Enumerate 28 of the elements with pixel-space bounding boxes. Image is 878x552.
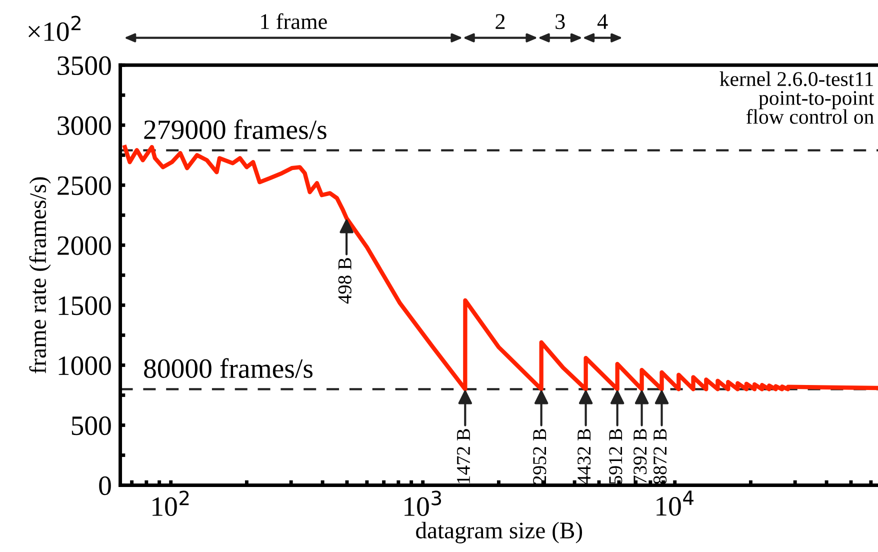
- annotation: 498 B: [338, 258, 352, 304]
- y-tick-label: 1500: [58, 296, 111, 316]
- y-tick-label: 2500: [58, 176, 111, 196]
- x-tick-label: 10$^{4}$: [656, 490, 694, 516]
- y-tick-label: 3000: [58, 116, 111, 136]
- x-tick-label: 10$^{3}$: [404, 490, 442, 516]
- text: 2: [496, 14, 505, 29]
- y-axis-title: frame rate (frames/s): [29, 177, 51, 374]
- annotation: 2952 B: [533, 429, 546, 484]
- y-tick-label: 1000: [58, 356, 111, 376]
- annotation: 5912 B: [609, 429, 622, 484]
- ref-line-label: 279000 frames/s: [144, 119, 326, 140]
- y-tick-label: 0: [99, 476, 111, 496]
- y-tick-label: 3500: [58, 56, 111, 76]
- annotation: 1472 B: [456, 429, 470, 484]
- text: ×10$^{2}$: [28, 16, 80, 42]
- text: 3: [556, 14, 565, 30]
- text: 4: [597, 14, 608, 29]
- y-tick-label: 500: [72, 416, 111, 436]
- annotation: 8872 B: [653, 429, 667, 484]
- x-tick-label: 10$^{2}$: [152, 490, 189, 516]
- ref-line-label: 80000 frames/s: [144, 358, 313, 378]
- annotation: 4432 B: [578, 429, 591, 484]
- y-tick-label: 2000: [58, 236, 111, 256]
- annotation: kernel 2.6.0-test11 point-to-point flow control on: [720, 71, 874, 124]
- x-axis-title: datagram size (B): [416, 522, 582, 544]
- text: 1 frame: [261, 13, 327, 30]
- annotation: 7392 B: [634, 429, 647, 484]
